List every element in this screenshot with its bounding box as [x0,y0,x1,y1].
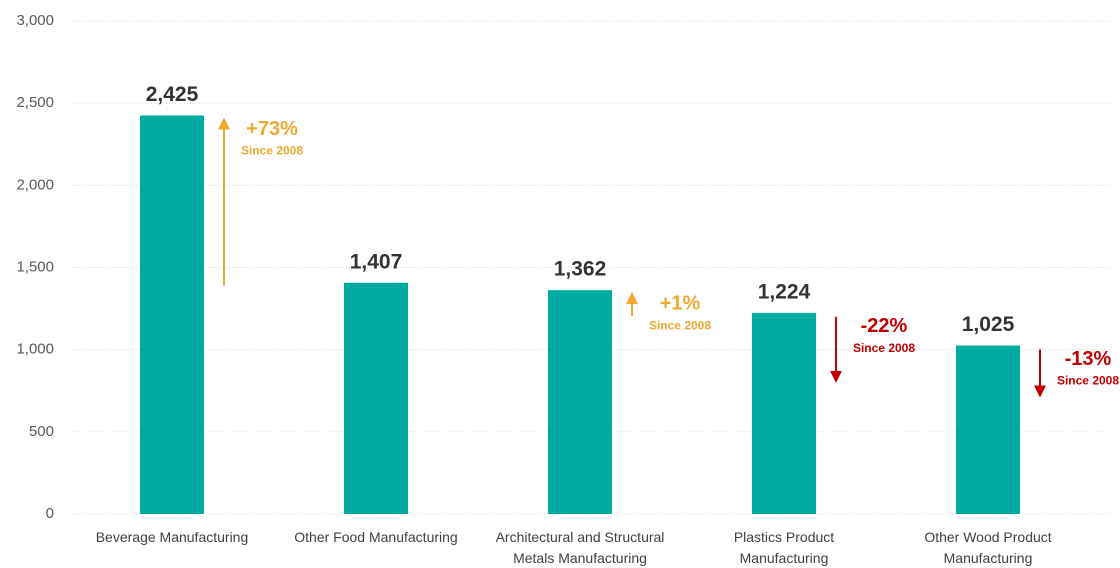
x-tick-label: Plastics Product Manufacturing [734,529,834,566]
y-tick-label: 2,500 [16,94,54,111]
y-tick-label: 1,000 [16,341,54,358]
change-label: -13% [1065,348,1112,370]
bar [752,312,816,514]
y-tick-label: 1,500 [16,258,54,275]
bar [344,282,408,514]
value-label: 1,224 [758,280,811,303]
x-tick-label: Other Food Manufacturing [294,529,457,545]
y-tick-label: 0 [46,505,54,522]
x-tick-label: Beverage Manufacturing [96,529,249,545]
x-tick-label: Other Wood Product Manufacturing [924,529,1051,566]
change-note: Since 2008 [241,144,303,158]
bar [956,345,1020,514]
bar [548,290,612,514]
value-label: 1,407 [350,250,403,273]
change-label: +1% [660,292,701,314]
x-tick-label: Architectural and Structural Metals Manuf… [496,529,665,566]
y-tick-label: 3,000 [16,12,54,29]
change-note: Since 2008 [1057,374,1119,388]
y-tick-label: 500 [29,423,54,440]
value-label: 1,362 [554,258,607,281]
value-label: 1,025 [962,313,1015,336]
y-tick-label: 2,000 [16,176,54,193]
bar [140,115,204,514]
change-note: Since 2008 [649,318,711,332]
change-note: Since 2008 [853,341,915,355]
change-label: -22% [861,315,908,337]
change-label: +73% [246,118,298,140]
value-label: 2,425 [146,83,199,106]
